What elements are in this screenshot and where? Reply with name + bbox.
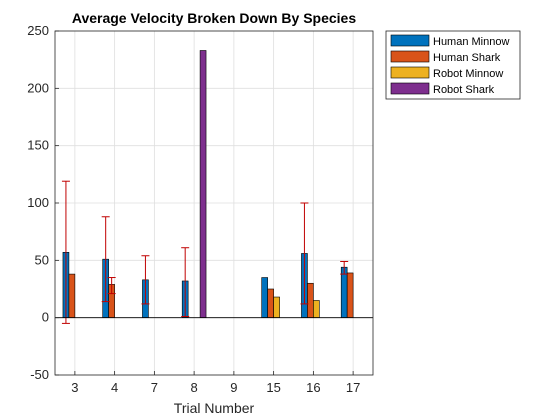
x-tick-label: 16 <box>306 380 320 395</box>
legend: Human Minnow Human Shark Robot Minnow Robot… <box>385 30 521 100</box>
bar <box>307 282 314 318</box>
bar <box>340 266 348 318</box>
bar <box>267 288 274 318</box>
legend-swatch <box>390 66 430 79</box>
chart-title: Average Velocity Broken Down By Species <box>72 10 356 26</box>
x-tick-label: 3 <box>71 380 78 395</box>
plot-area: -50 0 50 100 150 200 250 3 4 7 8 9 15 16 17 <box>27 23 374 395</box>
x-tick-label: 8 <box>191 380 198 395</box>
legend-swatch <box>390 50 430 63</box>
y-tick-label: -50 <box>30 367 49 382</box>
legend-label: Human Shark <box>433 52 501 64</box>
legend-swatch <box>390 82 430 95</box>
bar <box>346 272 354 318</box>
y-tick-label: 200 <box>27 80 49 95</box>
legend-label: Robot Shark <box>433 84 495 96</box>
legend-label: Robot Minnow <box>433 68 503 80</box>
x-tick-label: 15 <box>266 380 280 395</box>
x-tick-label: 9 <box>230 380 237 395</box>
legend-swatch <box>390 34 430 47</box>
y-tick-label: 250 <box>27 23 49 38</box>
x-tick-label: 17 <box>346 380 360 395</box>
x-axis-label: Trial Number <box>174 400 255 416</box>
y-tick-label: 50 <box>35 252 49 267</box>
y-tick-label: 0 <box>42 310 49 325</box>
y-tick-label: 150 <box>27 138 49 153</box>
bar <box>261 277 268 318</box>
legend-label: Human Minnow <box>433 36 509 48</box>
bar <box>68 273 76 318</box>
x-axis-ticks: 3 4 7 8 9 15 16 17 <box>71 371 360 395</box>
y-tick-label: 100 <box>27 195 49 210</box>
x-tick-label: 4 <box>111 380 118 395</box>
y-axis-ticks: -50 0 50 100 150 200 250 <box>27 23 59 382</box>
bar <box>273 296 280 318</box>
x-tick-label: 7 <box>151 380 158 395</box>
error-bars-group <box>61 180 349 324</box>
bar <box>313 300 320 318</box>
bar <box>199 50 207 318</box>
